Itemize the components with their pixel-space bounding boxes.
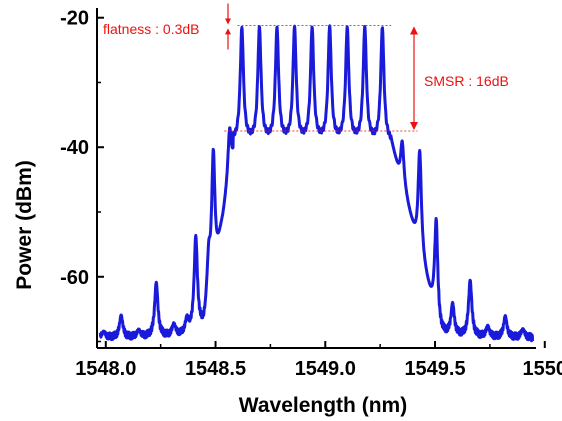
- y-tick-label: -40: [60, 137, 89, 159]
- annotation-layer: [224, 3, 418, 132]
- flatness-arrowhead-lower: [225, 28, 231, 35]
- x-tick-label: 1549.0: [295, 358, 356, 380]
- plot-area: [96, 8, 536, 349]
- tick-layer: 1548.0 1548.5 1549.0 1549.5 1550 -60 -40 -20: [60, 8, 562, 380]
- smsr-annotation-label: SMSR : 16dB: [424, 73, 509, 89]
- smsr-arrowhead-top: [410, 26, 418, 35]
- flatness-annotation-label: flatness : 0.3dB: [103, 21, 200, 37]
- x-tick-label: 1548.0: [75, 358, 136, 380]
- flatness-arrowhead-upper: [225, 18, 231, 25]
- y-tick-label: -60: [60, 267, 89, 289]
- spectrum-trace-layer: [98, 24, 535, 343]
- y-axis-title: Power (dBm): [13, 160, 36, 290]
- y-tick-label: -20: [60, 8, 89, 30]
- x-tick-label: 1550: [523, 358, 562, 380]
- smsr-arrowhead-bottom: [410, 122, 418, 131]
- x-axis-title: Wavelength (nm): [239, 394, 407, 417]
- x-tick-label: 1549.5: [404, 358, 465, 380]
- spectrum-trace: [98, 24, 535, 343]
- x-tick-label: 1548.5: [185, 358, 246, 380]
